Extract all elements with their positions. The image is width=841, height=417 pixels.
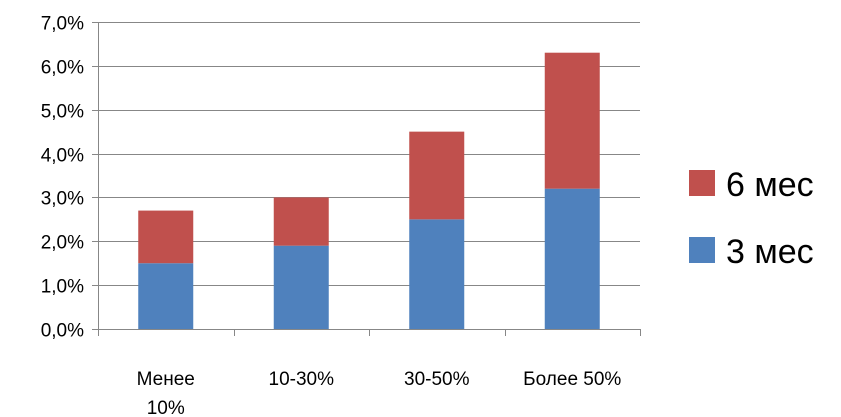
y-tick-label: 5,0% (41, 102, 84, 123)
y-tick-label: 6,0% (41, 58, 84, 79)
y-tick-label: 4,0% (41, 146, 84, 167)
x-category-label: Более 50% (523, 369, 621, 390)
y-tick-label: 7,0% (41, 14, 84, 35)
x-category-label: 30-50% (404, 369, 470, 390)
x-category-label: Менее 10% (137, 369, 195, 417)
y-tick-label: 0,0% (41, 321, 84, 342)
bar-series-2-cat-4 (544, 52, 600, 189)
bars (138, 52, 600, 329)
legend-swatch (689, 170, 715, 196)
x-category-label: 10-30% (269, 369, 335, 390)
bar-series-2-cat-2 (273, 197, 329, 246)
legend: 6 мес 3 мес (689, 166, 814, 271)
bar-series-1-cat-1 (138, 263, 194, 329)
bar-series-1-cat-3 (409, 219, 465, 329)
y-tick-label: 3,0% (41, 189, 84, 210)
axes (92, 22, 641, 336)
y-axis-tick-labels: 0,0% 1,0% 2,0% 3,0% 4,0% 5,0% 6,0% 7,0% (41, 14, 84, 342)
bar-series-1-cat-2 (273, 245, 329, 329)
x-axis-category-labels: Менее 10% 10-30% 30-50% Более 50% (137, 369, 622, 417)
bar-series-1-cat-4 (544, 188, 600, 329)
bar-series-2-cat-3 (409, 131, 465, 220)
legend-label: 3 мес (726, 233, 814, 271)
y-tick-label: 2,0% (41, 233, 84, 254)
y-tick-label: 1,0% (41, 277, 84, 298)
bar-series-2-cat-1 (138, 210, 194, 264)
legend-label: 6 мес (726, 166, 814, 204)
legend-swatch (689, 237, 715, 263)
